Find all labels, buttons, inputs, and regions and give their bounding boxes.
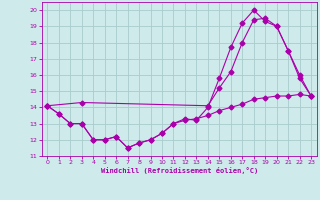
X-axis label: Windchill (Refroidissement éolien,°C): Windchill (Refroidissement éolien,°C) xyxy=(100,167,258,174)
